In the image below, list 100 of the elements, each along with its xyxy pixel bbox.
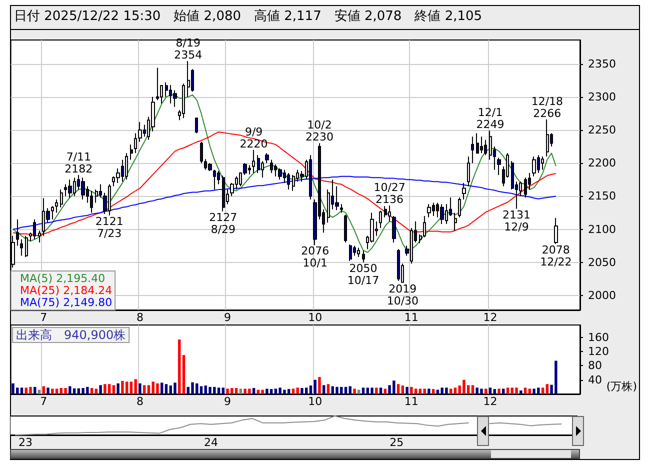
candlestick (454, 212, 457, 232)
bar (77, 388, 80, 394)
bar (314, 380, 316, 394)
y-tick-label: 2150 (588, 190, 616, 203)
annotation: 2121 7/23 (95, 214, 124, 240)
bar (20, 388, 24, 394)
candlestick (427, 204, 431, 218)
bar (488, 388, 492, 394)
annotation: 10/27 2136 (374, 180, 406, 206)
bar (401, 386, 404, 394)
bar (46, 388, 50, 394)
candlestick (38, 230, 41, 243)
bar (406, 386, 408, 394)
bar (353, 388, 356, 394)
candlestick (33, 218, 36, 240)
y-tick-label: 2050 (588, 256, 616, 269)
y-axis-title: (万株) (606, 380, 638, 393)
candlestick (125, 152, 128, 180)
candlestick (458, 197, 461, 218)
bar (51, 388, 54, 394)
y-tick-label: 2300 (588, 90, 616, 104)
bar (174, 382, 176, 394)
text: MA(75) 2,149.80 (20, 296, 112, 309)
annotation: 10/2 2230 (305, 118, 334, 144)
bar (362, 388, 365, 394)
candlestick (182, 83, 185, 119)
candlestick (384, 206, 387, 218)
bar (471, 385, 474, 394)
x-tick-label: 11 (404, 395, 418, 408)
candlestick (480, 136, 483, 154)
y-tick-label: 40 (588, 373, 602, 386)
bar (178, 340, 181, 394)
candlestick (278, 168, 282, 180)
bar (200, 386, 203, 394)
candlestick (344, 214, 347, 243)
candlestick (287, 172, 290, 190)
bar (449, 388, 452, 394)
x-tick-label: 25 (390, 436, 404, 449)
y-tick-label: 80 (588, 359, 602, 372)
candlestick (257, 154, 260, 174)
bar (116, 383, 120, 394)
bar (546, 384, 549, 394)
bar (484, 388, 488, 394)
bar (160, 382, 164, 394)
candlestick (130, 144, 133, 160)
bar (396, 384, 400, 394)
y-tick-label: 160 (588, 330, 609, 344)
bar (164, 384, 168, 394)
bar (344, 386, 348, 394)
candlestick (51, 206, 54, 220)
bar (147, 385, 150, 394)
x-tick-label: 10 (308, 311, 322, 324)
candlestick (208, 162, 212, 172)
annotation: 7/11 2182 (64, 150, 93, 176)
y-tick-label: 120 (588, 345, 609, 358)
bar (134, 379, 137, 394)
bar (90, 388, 94, 394)
bar (130, 382, 133, 394)
text: MA(25) 2,184.24 (20, 284, 112, 297)
bar (29, 386, 32, 394)
bar (348, 386, 352, 394)
y-tick-label: 2350 (588, 57, 616, 70)
bar (112, 385, 116, 394)
x-tick-label: 9 (224, 395, 232, 408)
bar (541, 388, 544, 394)
bar (480, 388, 483, 394)
candlestick (25, 235, 28, 258)
annotation: 2019 10/30 (386, 282, 419, 308)
bar (384, 388, 387, 394)
bar (42, 386, 46, 394)
candlestick (349, 244, 352, 262)
bar (121, 380, 124, 394)
candlestick (252, 149, 255, 174)
bar (524, 388, 527, 394)
x-tick-label: 24 (204, 436, 218, 449)
candlestick (195, 118, 198, 134)
bar (318, 377, 321, 394)
candlestick (340, 204, 343, 214)
candlestick (55, 198, 58, 214)
bar (104, 384, 106, 394)
bar (270, 389, 273, 394)
bar (304, 388, 308, 394)
bar (68, 386, 72, 394)
bar (520, 390, 522, 394)
candlestick (309, 154, 312, 200)
bar (138, 383, 142, 394)
candlestick (546, 118, 549, 157)
candlestick (388, 204, 391, 222)
candlestick (440, 204, 444, 224)
bar (182, 355, 186, 394)
y-tick-label: 2100 (588, 222, 616, 236)
candlestick (532, 156, 536, 177)
bar (99, 385, 102, 394)
candlestick (524, 177, 527, 198)
y-tick-label: 2200 (588, 156, 616, 170)
annotation: 2127 8/29 (209, 210, 238, 236)
candlestick (362, 250, 365, 263)
x-tick-label: 12 (483, 311, 498, 324)
x-tick-label: 10 (308, 395, 322, 408)
x-tick-label: 7 (40, 395, 48, 408)
